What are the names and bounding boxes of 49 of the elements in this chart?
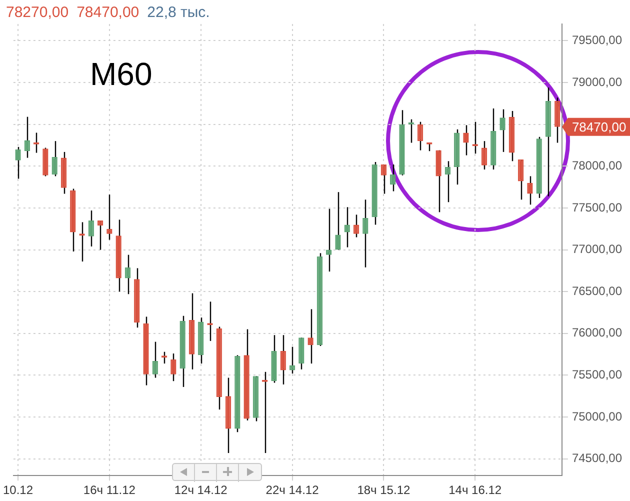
y-tick-label: 77000,00	[572, 242, 622, 256]
y-tick-label: 76500,00	[572, 284, 622, 298]
candlestick	[344, 206, 350, 248]
candlestick	[417, 121, 424, 151]
x-tick-label: 14ч 16.12	[448, 483, 502, 498]
candlestick	[289, 346, 296, 374]
candlestick	[362, 199, 368, 268]
y-tick-label: 75000,00	[572, 409, 622, 424]
candlestick	[152, 341, 158, 378]
x-tick-label: 16ч 11.12	[83, 483, 136, 498]
x-tick-label: 18ч 15.12	[357, 483, 410, 498]
candlestick	[353, 214, 360, 238]
candlestick	[24, 116, 30, 158]
candlestick	[124, 254, 131, 295]
text: 78470,00	[572, 119, 626, 134]
candlestick	[500, 108, 506, 153]
candlestick	[527, 176, 533, 206]
candlestick	[15, 146, 21, 180]
text: 78270,00	[6, 4, 69, 21]
x-tick-label: 10.12	[3, 483, 34, 498]
candlestick	[390, 164, 396, 192]
candlestick	[326, 208, 332, 272]
y-tick-label: 74500,00	[572, 451, 622, 466]
text: 78470,00	[76, 4, 140, 21]
candlestick	[481, 140, 488, 170]
candlestick	[280, 334, 286, 386]
candlestick	[380, 164, 387, 194]
candlestick	[335, 191, 341, 250]
candlestick	[444, 160, 451, 203]
y-tick-label: 79500,00	[572, 33, 622, 48]
candlestick	[554, 96, 560, 144]
candlestick	[308, 308, 314, 364]
y-tick-label: 76000,00	[572, 326, 622, 340]
text: 22,8 тыс.	[147, 4, 210, 21]
y-tick-label: 78000,00	[572, 158, 622, 172]
candlestick	[436, 150, 442, 213]
candlestick	[463, 124, 469, 156]
text: M60	[90, 56, 152, 93]
candlestick	[106, 194, 112, 240]
candlestick	[88, 210, 94, 248]
candlestick	[518, 158, 524, 200]
candlestick	[52, 140, 58, 177]
y-tick-label: 77500,00	[572, 200, 622, 214]
candlestick	[170, 352, 176, 382]
candlestick	[298, 337, 304, 370]
y-tick-label: 75500,00	[572, 368, 622, 382]
x-tick-label: 22ч 14.12	[266, 483, 320, 498]
x-tick-label: 12ч 14.12	[174, 483, 228, 498]
y-tick-label: 79000,00	[572, 74, 622, 89]
